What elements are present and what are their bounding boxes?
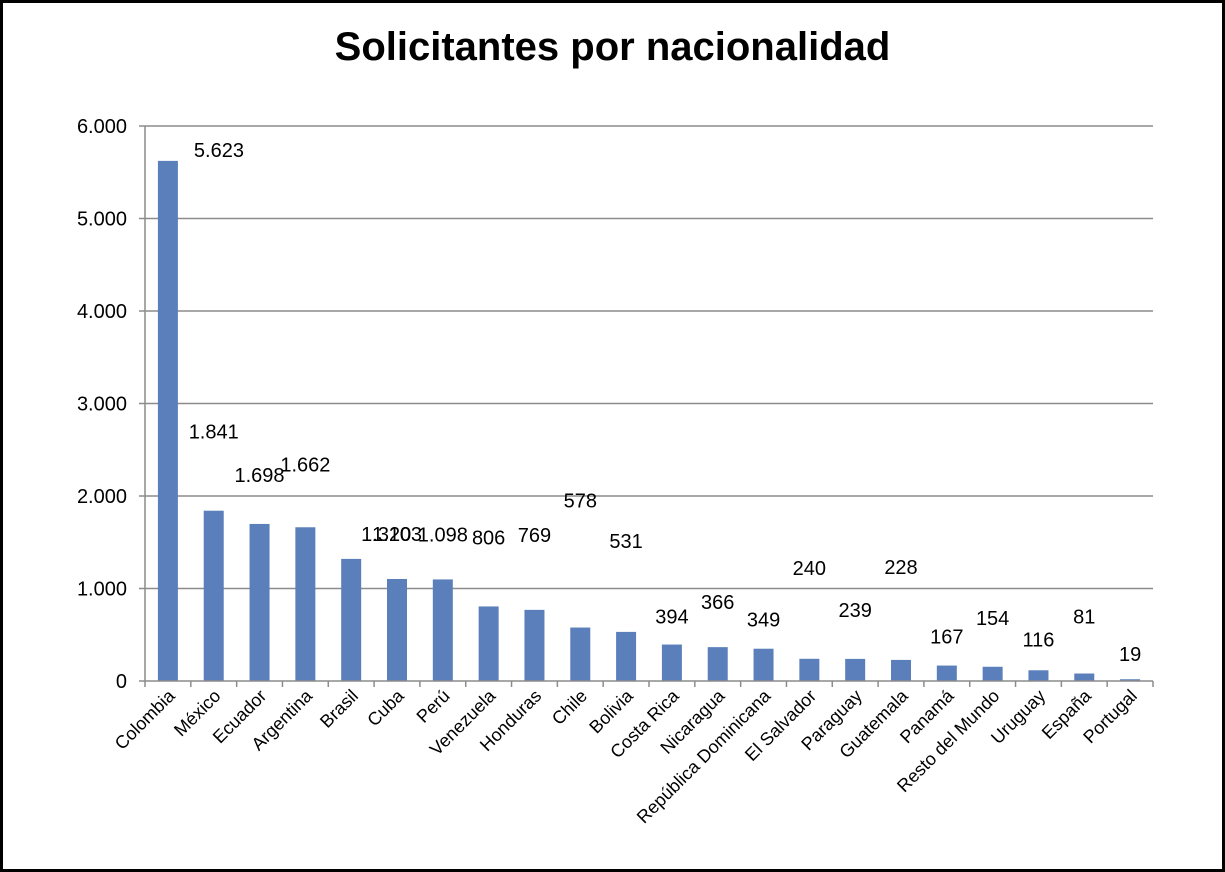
data-label: 1.098: [418, 524, 468, 546]
data-label: 167: [930, 627, 963, 649]
data-label: 578: [564, 491, 597, 513]
bar: [936, 665, 957, 681]
data-label: 1.841: [189, 422, 239, 444]
data-label: 366: [701, 592, 734, 614]
bar: [707, 647, 728, 681]
data-label: 154: [976, 608, 1009, 630]
bar: [799, 658, 820, 681]
bar: [1028, 670, 1049, 681]
category-label: Colombia: [111, 685, 180, 754]
bar: [845, 658, 866, 681]
data-label: 1.662: [280, 454, 330, 476]
data-label: 228: [884, 557, 917, 579]
chart-title: Solicitantes por nacionalidad: [334, 25, 891, 69]
data-label: 349: [747, 610, 780, 632]
category-label: Brasil: [316, 686, 362, 732]
y-tick-label: 0: [116, 671, 127, 693]
category-label: Perú: [413, 686, 454, 727]
y-tick-label: 1.000: [77, 579, 127, 601]
y-tick-label: 5.000: [77, 209, 127, 231]
data-label: 531: [609, 531, 642, 553]
bar: [157, 160, 178, 681]
data-label: 1.103: [372, 524, 422, 546]
bar: [295, 527, 316, 681]
data-label: 806: [472, 527, 505, 549]
bar: [570, 627, 591, 681]
bar: [341, 558, 362, 681]
bar: [661, 644, 682, 681]
data-label: 1.320: [361, 524, 411, 546]
bars: [157, 160, 1141, 681]
data-label: 5.623: [194, 140, 244, 162]
y-tick-label: 3.000: [77, 394, 127, 416]
bar: [616, 631, 637, 681]
data-label: 116: [1023, 629, 1055, 651]
bar: [203, 510, 224, 681]
category-label: Cuba: [363, 685, 408, 730]
axes: 0 1.000 2.000 3.000 4.000 5.000 6.000: [77, 116, 1154, 693]
y-tick-label: 4.000: [77, 301, 127, 323]
bar-chart: 0 1.000 2.000 3.000 4.000 5.000 6.000 5.623 1.8…: [77, 116, 1154, 827]
data-label: 769: [518, 525, 551, 547]
bar: [1120, 679, 1141, 681]
y-tick-label: 2.000: [77, 486, 127, 508]
data-label: 1.698: [235, 465, 285, 487]
gridlines: [145, 125, 1153, 590]
bar: [524, 609, 545, 681]
data-label: 19: [1119, 644, 1141, 666]
data-label: 81: [1073, 607, 1095, 629]
bar: [891, 659, 911, 681]
bar: [1074, 673, 1095, 681]
data-label: 239: [838, 600, 871, 622]
bar: [387, 578, 407, 681]
bar: [753, 648, 774, 681]
bar: [432, 579, 453, 681]
bar: [478, 606, 499, 681]
category-label: Chile: [548, 686, 591, 729]
data-label: 240: [793, 558, 826, 580]
bar: [249, 523, 270, 681]
bar: [982, 666, 1003, 681]
data-label: 394: [655, 607, 688, 629]
y-tick-label: 6.000: [77, 116, 127, 138]
